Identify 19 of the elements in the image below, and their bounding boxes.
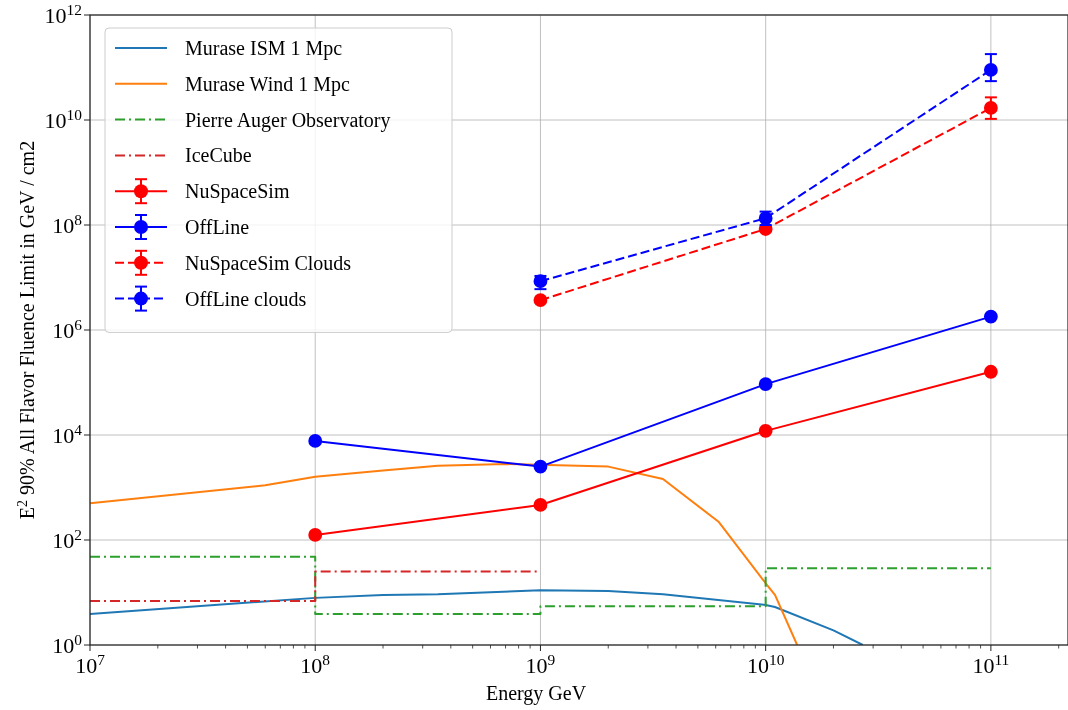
y-tick-label: 10$^{12}$ — [44, 0, 82, 28]
x-axis-title: Energy GeV — [485, 682, 587, 705]
y-tick-label: 10$^{6}$ — [52, 315, 83, 343]
legend-label: Murase Wind 1 Mpc — [185, 72, 351, 96]
x-tick-label: 10$^{8}$ — [300, 650, 331, 678]
legend-label: OffLine — [185, 216, 250, 238]
legend-label: Pierre Auger Observatory — [185, 108, 391, 132]
x-tick-label: 10$^{11}$ — [972, 650, 1010, 678]
y-tick-label: 10$^{8}$ — [52, 210, 83, 238]
y-tick-label: 10$^{10}$ — [44, 105, 83, 133]
legend-label: Murase ISM 1 Mpc — [185, 37, 343, 60]
legend-label: NuSpaceSim Clouds — [185, 251, 352, 275]
y-tick-label: 10$^{4}$ — [52, 420, 83, 448]
y-tick-label: 10$^{2}$ — [52, 525, 82, 553]
x-tick-label: 10$^{9}$ — [525, 650, 556, 678]
x-tick-label: 10$^{10}$ — [746, 650, 785, 678]
legend-label: OffLine clouds — [185, 287, 307, 310]
legend-label: NuSpaceSim — [185, 180, 290, 204]
legend-label: IceCube — [185, 144, 252, 167]
